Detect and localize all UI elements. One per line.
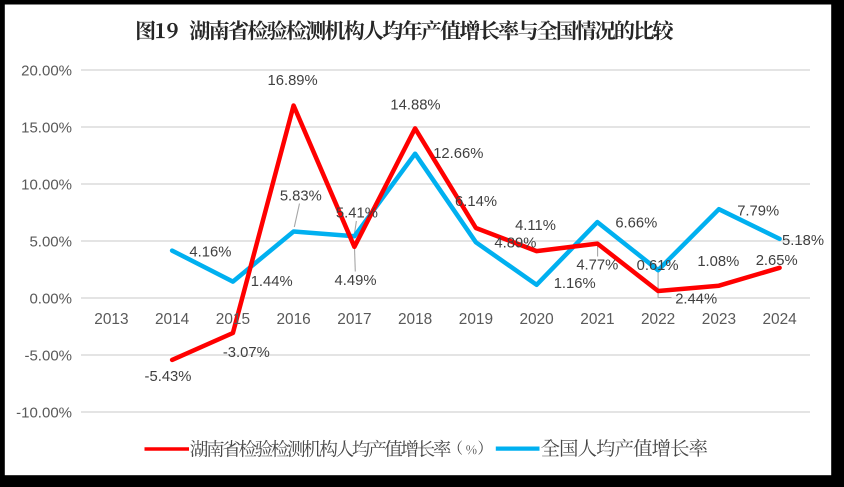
svg-text:2.44%: 2.44%: [675, 291, 717, 307]
svg-text:2016: 2016: [276, 311, 310, 328]
svg-text:-3.07%: -3.07%: [223, 345, 270, 361]
svg-text:1.08%: 1.08%: [697, 254, 739, 270]
svg-text:12.66%: 12.66%: [433, 146, 483, 162]
svg-text:10.00%: 10.00%: [21, 176, 72, 193]
svg-text:0.61%: 0.61%: [637, 258, 679, 274]
svg-text:2020: 2020: [519, 311, 553, 328]
svg-text:2014: 2014: [155, 311, 190, 328]
svg-text:5.41%: 5.41%: [336, 205, 378, 221]
svg-text:-10.00%: -10.00%: [16, 404, 72, 421]
svg-text:6.66%: 6.66%: [615, 215, 657, 231]
svg-text:2013: 2013: [94, 311, 128, 328]
svg-text:7.79%: 7.79%: [737, 204, 779, 220]
svg-text:-5.43%: -5.43%: [145, 369, 192, 385]
svg-text:4.49%: 4.49%: [335, 273, 377, 289]
svg-text:4.77%: 4.77%: [576, 257, 618, 273]
svg-text:0.00%: 0.00%: [29, 290, 72, 307]
svg-text:2015: 2015: [216, 311, 250, 328]
svg-text:5.83%: 5.83%: [280, 189, 322, 205]
svg-text:4.89%: 4.89%: [494, 236, 536, 252]
svg-text:2021: 2021: [580, 311, 614, 328]
svg-text:16.89%: 16.89%: [268, 73, 318, 89]
svg-text:-5.00%: -5.00%: [24, 347, 72, 364]
svg-text:6.14%: 6.14%: [455, 194, 497, 210]
svg-text:5.00%: 5.00%: [29, 233, 72, 250]
svg-text:5.18%: 5.18%: [782, 233, 824, 249]
svg-text:1.16%: 1.16%: [554, 276, 596, 292]
svg-text:2017: 2017: [337, 311, 371, 328]
svg-text:2022: 2022: [641, 311, 675, 328]
svg-text:15.00%: 15.00%: [21, 119, 72, 136]
svg-text:4.16%: 4.16%: [189, 244, 231, 260]
svg-text:2023: 2023: [702, 311, 736, 328]
svg-text:2018: 2018: [398, 311, 432, 328]
svg-text:1.44%: 1.44%: [251, 274, 293, 290]
svg-text:14.88%: 14.88%: [390, 98, 440, 114]
svg-text:4.11%: 4.11%: [515, 218, 556, 234]
svg-text:2024: 2024: [762, 311, 797, 328]
svg-text:2019: 2019: [459, 311, 493, 328]
svg-text:2.65%: 2.65%: [756, 253, 798, 269]
svg-text:20.00%: 20.00%: [21, 62, 72, 79]
